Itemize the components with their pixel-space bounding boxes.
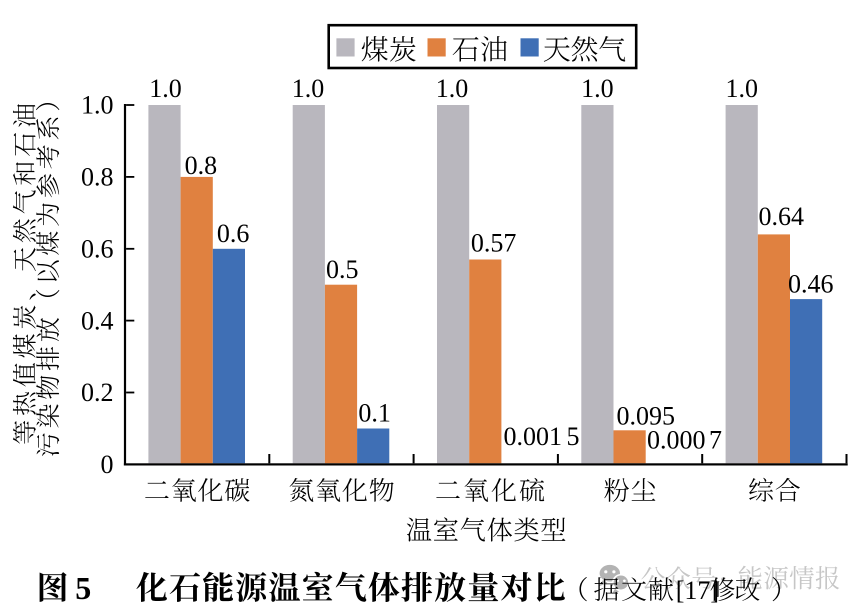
- svg-text:0.2: 0.2: [81, 378, 114, 407]
- svg-text:0.8: 0.8: [81, 163, 114, 192]
- svg-text:0.8: 0.8: [185, 151, 218, 180]
- svg-text:[17]: [17]: [676, 576, 719, 605]
- svg-text:0.6: 0.6: [217, 219, 250, 248]
- svg-text:0.6: 0.6: [81, 235, 114, 264]
- svg-text:5: 5: [75, 570, 91, 606]
- svg-text:1.0: 1.0: [149, 74, 182, 103]
- svg-text:0: 0: [101, 450, 114, 479]
- svg-text:0.5: 0.5: [326, 255, 359, 284]
- svg-text:1.0: 1.0: [292, 74, 325, 103]
- svg-text:0.095: 0.095: [616, 402, 675, 431]
- svg-text:5: 5: [567, 422, 580, 451]
- svg-text:1.0: 1.0: [436, 74, 469, 103]
- svg-text:0.001: 0.001: [504, 422, 563, 451]
- svg-text:0.000: 0.000: [647, 425, 706, 454]
- svg-text:0.64: 0.64: [759, 202, 805, 231]
- svg-text:0.57: 0.57: [471, 229, 517, 258]
- svg-text:0.46: 0.46: [788, 270, 834, 299]
- svg-text:0.1: 0.1: [358, 399, 391, 428]
- svg-text:1.0: 1.0: [725, 74, 758, 103]
- svg-text:7: 7: [709, 425, 722, 454]
- svg-text:1.0: 1.0: [581, 74, 614, 103]
- svg-text:0.4: 0.4: [81, 306, 114, 335]
- svg-text:1.0: 1.0: [81, 91, 114, 120]
